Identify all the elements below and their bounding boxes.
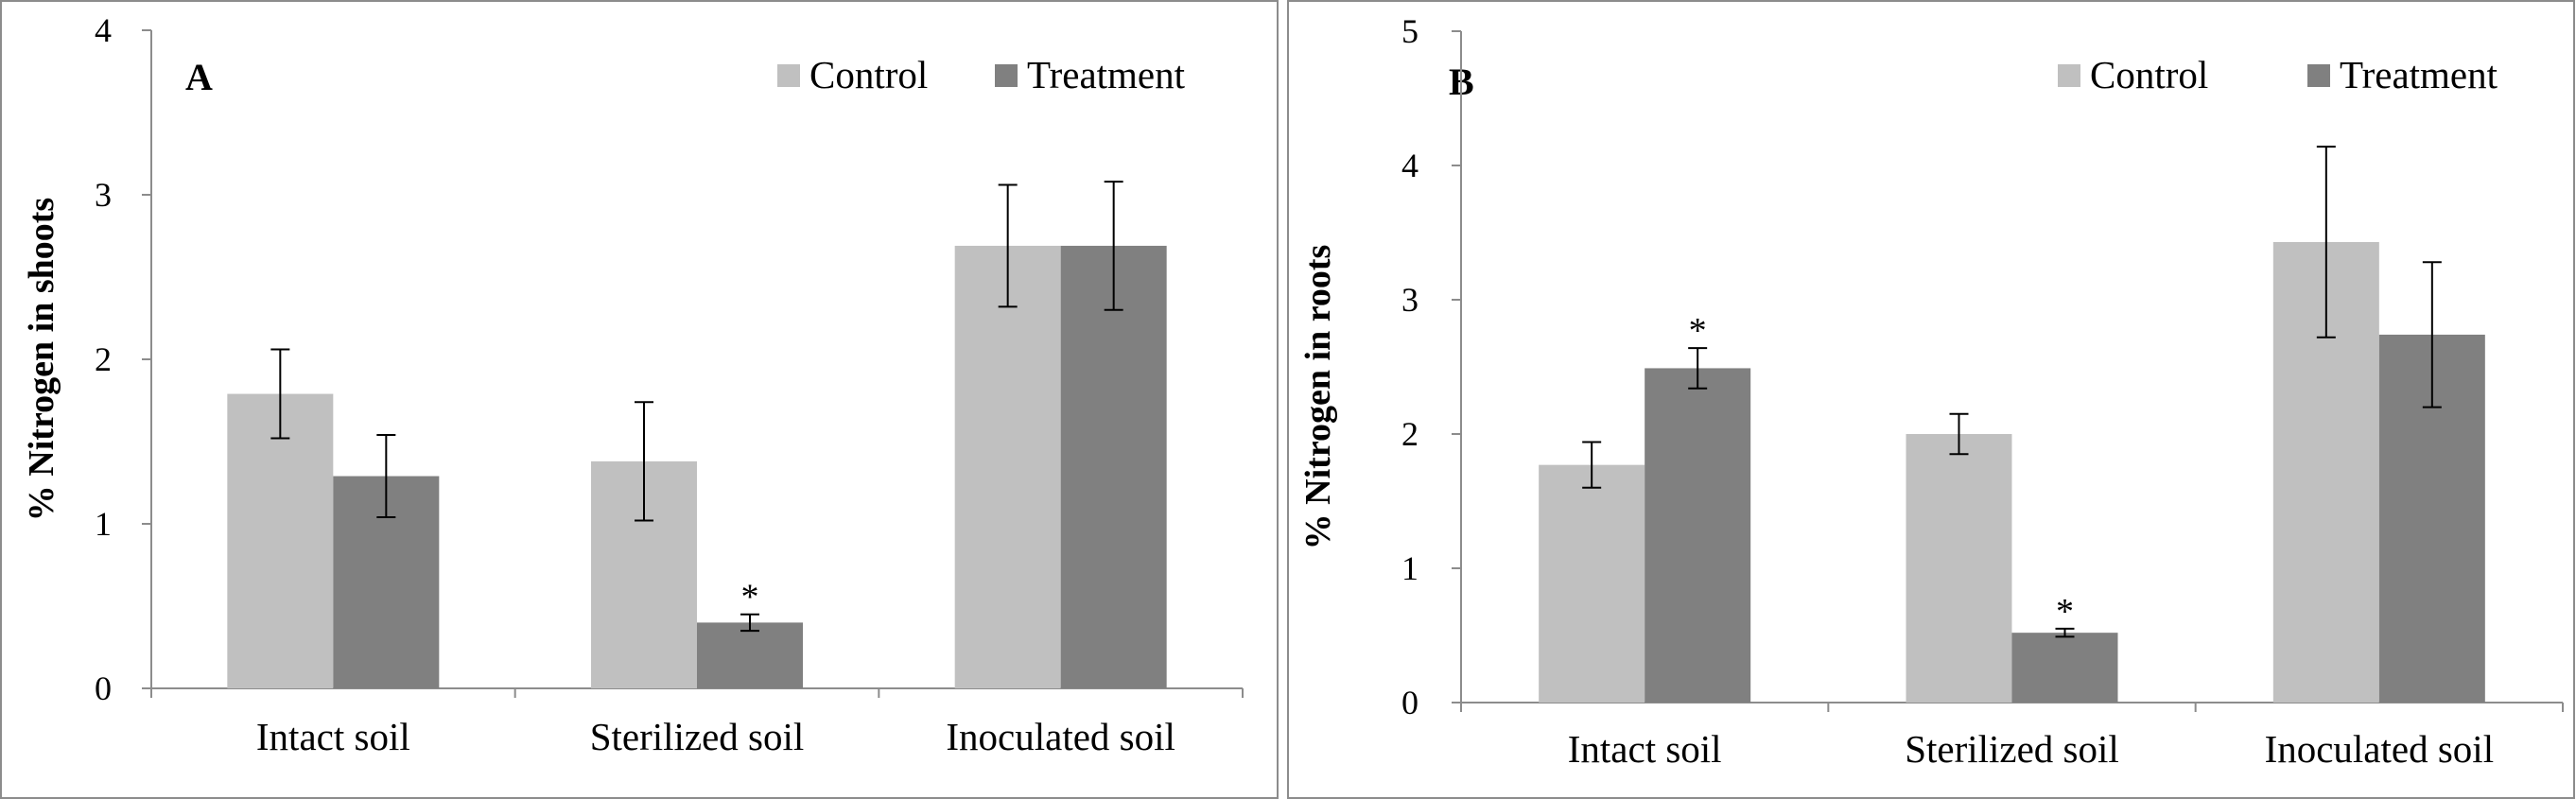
legend-swatch-control <box>2058 64 2080 87</box>
chart-panel-b: % Nitrogen in roots B Control Treatment … <box>1287 0 2575 799</box>
legend-swatch-treatment <box>995 64 1018 87</box>
y-tick-label: 4 <box>95 11 112 49</box>
bar-treatment <box>1060 245 1167 688</box>
x-category-label: Intact soil <box>256 715 410 758</box>
bar-control <box>1906 434 2012 703</box>
y-tick-labels: 0 1 2 3 4 5 <box>1401 12 1419 721</box>
legend-swatch-treatment <box>2307 64 2330 87</box>
bar-control <box>1539 464 1645 703</box>
bar-control <box>954 245 1061 688</box>
bar-treatment <box>697 622 803 688</box>
bar-treatment <box>2011 633 2118 703</box>
plot: * <box>142 29 1244 698</box>
y-tick-label: 4 <box>1401 147 1419 184</box>
x-category-label: Inoculated soil <box>946 715 1175 758</box>
x-category-label: Sterilized soil <box>1905 727 2119 771</box>
x-category-labels: Intact soil Sterilized soil Inoculated s… <box>256 715 1175 758</box>
y-axis-label: % Nitrogen in roots <box>1298 245 1338 550</box>
legend-label-control: Control <box>809 53 928 96</box>
y-tick-label: 5 <box>1401 12 1419 50</box>
x-category-label: Inoculated soil <box>2265 727 2495 771</box>
y-tick-label: 0 <box>95 669 112 707</box>
y-tick-label: 2 <box>1401 415 1419 453</box>
y-tick-labels: 0 1 2 3 4 <box>95 11 112 707</box>
panel-label: A <box>185 56 213 98</box>
legend-label-treatment: Treatment <box>1027 53 1186 96</box>
y-tick-label: 3 <box>1401 281 1419 319</box>
legend-label-control: Control <box>2090 53 2208 96</box>
y-tick-label: 1 <box>1401 549 1419 587</box>
chart-panel-a: % Nitrogen in shoots A Control Treatment… <box>0 0 1279 799</box>
plot: ** <box>1452 30 2564 712</box>
x-category-label: Sterilized soil <box>590 715 805 758</box>
y-tick-label: 3 <box>95 176 112 214</box>
plot-area-border <box>0 0 1279 799</box>
legend: Control Treatment <box>2058 53 2498 96</box>
significance-mark: * <box>741 578 759 617</box>
significance-mark: * <box>2056 592 2074 632</box>
y-tick-label: 2 <box>95 340 112 378</box>
legend-swatch-control <box>777 64 800 87</box>
bar-control <box>227 393 334 688</box>
plot-area-border <box>1287 0 2575 799</box>
x-category-labels: Intact soil Sterilized soil Inoculated s… <box>1568 727 2494 771</box>
x-category-label: Intact soil <box>1568 727 1722 771</box>
legend-label-treatment: Treatment <box>2340 53 2498 96</box>
y-axis-label: % Nitrogen in shoots <box>22 198 61 521</box>
legend: Control Treatment <box>777 53 1186 96</box>
bar-treatment <box>1645 368 1751 703</box>
y-tick-label: 0 <box>1401 684 1419 721</box>
significance-mark: * <box>1689 311 1707 351</box>
y-tick-label: 1 <box>95 505 112 543</box>
